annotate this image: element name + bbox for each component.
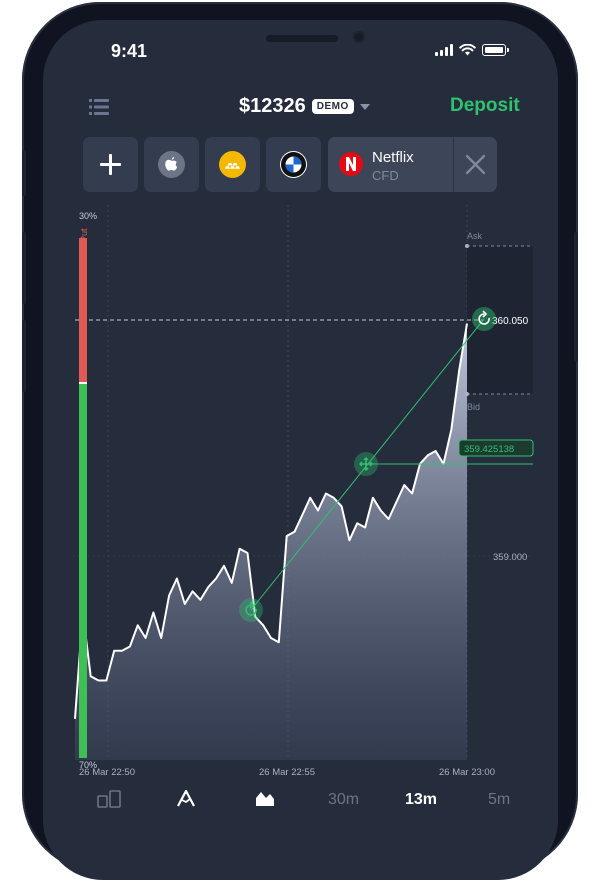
x-tick-label: 26 Mar 23:00 <box>439 767 495 778</box>
close-asset-button[interactable] <box>453 137 497 192</box>
move-icon <box>358 456 374 472</box>
refresh-marker-current[interactable] <box>472 307 496 331</box>
phone-side-button <box>574 232 578 362</box>
call-label: Call <box>79 738 89 754</box>
refresh-icon <box>478 310 490 325</box>
add-asset-button[interactable] <box>83 137 138 192</box>
ask-label: Ask <box>467 231 483 241</box>
price-line <box>74 323 468 719</box>
balance-amount: $12326 <box>239 95 306 117</box>
ask-dot <box>465 244 469 248</box>
price-chart[interactable]: Ask Bid 360.050 359.425138 <box>43 20 558 820</box>
asset-tile-bmw[interactable] <box>266 137 321 192</box>
netflix-icon <box>339 152 363 176</box>
put-percent: 30% <box>79 211 97 221</box>
bottom-toolbar: 30m 13m 5m <box>43 783 558 823</box>
asset-tile-apple[interactable] <box>144 137 199 192</box>
demo-badge: DEMO <box>311 99 354 114</box>
timeframe-30m[interactable]: 30m <box>328 791 360 808</box>
price-area <box>75 323 467 760</box>
apple-icon <box>158 151 185 178</box>
call-percent: 70% <box>79 760 97 770</box>
status-time: 9:41 <box>111 41 148 61</box>
gauge-divider <box>79 382 87 384</box>
active-asset-type: CFD <box>372 168 399 183</box>
x-tick-label: 26 Mar 22:50 <box>79 767 135 778</box>
chevron-down-icon <box>359 103 370 110</box>
balance-selector[interactable]: $12326 DEMO <box>239 95 370 118</box>
close-icon <box>465 154 486 175</box>
status-icons <box>435 44 509 56</box>
app-screen: 9:41 $12326 DEMO Deposit <box>43 20 558 880</box>
move-marker[interactable] <box>354 452 378 476</box>
y-tick-label: 359.000 <box>493 552 527 563</box>
wifi-icon <box>459 44 476 56</box>
phone-speaker <box>266 35 338 42</box>
current-price-label: 360.050 <box>492 316 529 327</box>
asset-tile-gold[interactable] <box>205 137 260 192</box>
refresh-icon <box>245 601 257 616</box>
phone-side-button <box>22 232 26 304</box>
gold-bars-icon <box>219 151 246 178</box>
active-asset-name: Netflix <box>372 149 414 166</box>
bid-dot <box>465 392 469 396</box>
timeframe-13m[interactable]: 13m <box>405 791 438 808</box>
phone-side-button <box>22 150 26 196</box>
phone-camera <box>353 31 365 43</box>
indicators-icon[interactable] <box>176 788 196 808</box>
menu-icon[interactable] <box>89 99 109 115</box>
deposit-button[interactable]: Deposit <box>450 95 520 116</box>
phone-side-button <box>22 320 26 392</box>
x-tick-label: 26 Mar 22:55 <box>259 767 315 778</box>
bid-label: Bid <box>467 402 480 412</box>
bmw-icon <box>280 151 307 178</box>
put-bar <box>79 238 87 382</box>
refresh-marker-start[interactable] <box>239 598 263 622</box>
put-label: Put <box>79 228 89 242</box>
battery-icon <box>482 44 509 56</box>
cellular-signal-icon <box>435 44 453 56</box>
chart-type-icon[interactable] <box>255 789 275 807</box>
timeframe-5m[interactable]: 5m <box>488 791 511 808</box>
entry-price-label: 359.425138 <box>464 444 514 455</box>
call-bar <box>79 384 87 758</box>
entry-price-tag <box>458 439 534 457</box>
layout-switch-icon[interactable] <box>97 790 121 808</box>
